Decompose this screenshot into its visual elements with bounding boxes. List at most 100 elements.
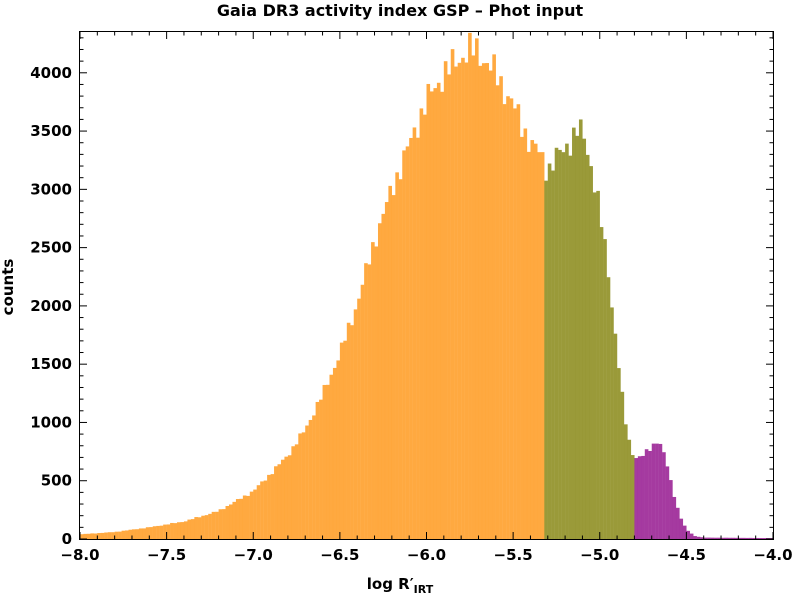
histogram-bar bbox=[377, 223, 382, 539]
histogram-bar bbox=[225, 506, 230, 539]
histogram-bar bbox=[436, 82, 441, 539]
histogram-bar bbox=[617, 368, 621, 539]
histogram-bar bbox=[301, 432, 306, 539]
histogram-bar bbox=[464, 62, 469, 539]
x-axis-label-sub: IRT bbox=[413, 583, 434, 596]
histogram-bar bbox=[284, 456, 289, 539]
histogram-bar bbox=[637, 456, 642, 539]
histogram-bar bbox=[461, 57, 465, 540]
histogram-bar bbox=[353, 309, 358, 539]
histogram-bar bbox=[575, 135, 580, 539]
histogram-bar bbox=[755, 537, 760, 539]
histogram-bar bbox=[128, 529, 133, 539]
histogram-bar bbox=[416, 137, 420, 539]
histogram-bar bbox=[287, 455, 292, 539]
histogram-bar bbox=[242, 495, 247, 539]
histogram-bar bbox=[700, 537, 704, 539]
histogram-bar bbox=[759, 538, 763, 539]
histogram-bar bbox=[138, 528, 143, 539]
histogram-bar bbox=[204, 515, 209, 539]
histogram-bar bbox=[731, 537, 736, 539]
y-tick-label: 4000 bbox=[30, 64, 72, 82]
histogram-bar bbox=[509, 98, 514, 540]
histogram-bar bbox=[391, 195, 396, 539]
histogram-bar bbox=[724, 537, 729, 539]
histogram-bar bbox=[551, 170, 555, 539]
y-tick-label: 1000 bbox=[30, 413, 72, 431]
histogram-bar bbox=[187, 519, 192, 539]
histogram-bar bbox=[516, 104, 521, 539]
histogram-bar bbox=[384, 202, 389, 540]
histogram-bar bbox=[246, 495, 250, 539]
histogram-bar bbox=[506, 96, 510, 539]
histogram-bar bbox=[277, 464, 282, 539]
histogram-bar bbox=[651, 443, 656, 539]
plot-frame bbox=[79, 31, 774, 540]
x-tick-label: −6.0 bbox=[407, 546, 446, 564]
histogram-bar bbox=[478, 65, 483, 539]
histogram-bar bbox=[495, 85, 500, 539]
x-tick-label: −5.5 bbox=[494, 546, 533, 564]
histogram-bar bbox=[280, 459, 285, 539]
histogram-bar bbox=[173, 523, 178, 539]
histogram-bar bbox=[111, 532, 115, 539]
histogram-bar bbox=[526, 151, 531, 539]
histogram-bar bbox=[492, 54, 496, 540]
histogram-bar bbox=[665, 466, 670, 539]
histogram-bar bbox=[748, 537, 753, 539]
y-axis-label: counts bbox=[0, 258, 17, 316]
axis-ticks bbox=[79, 32, 774, 540]
histogram-bar bbox=[339, 342, 344, 539]
histogram-bar bbox=[627, 439, 632, 539]
histogram-bar bbox=[409, 137, 413, 539]
histogram-bar bbox=[641, 455, 645, 539]
histogram-bar bbox=[520, 136, 524, 539]
histogram-bar bbox=[149, 527, 153, 539]
histogram-bar bbox=[423, 114, 427, 539]
x-tick-label: −5.0 bbox=[580, 546, 619, 564]
histogram-bar bbox=[561, 152, 566, 540]
histogram-bar bbox=[502, 104, 507, 540]
histogram-bar bbox=[398, 179, 403, 539]
histogram-bar bbox=[125, 530, 129, 539]
histogram-bar bbox=[585, 154, 590, 539]
y-tick-label: 2000 bbox=[30, 297, 72, 315]
histogram-bar bbox=[655, 443, 659, 539]
histogram-bar bbox=[159, 525, 164, 539]
x-tick-label: −7.0 bbox=[234, 546, 273, 564]
histogram-bar bbox=[669, 480, 673, 539]
histogram-bar bbox=[634, 458, 639, 539]
y-tick-label: 1500 bbox=[30, 355, 72, 373]
histogram-bar bbox=[707, 537, 711, 539]
histogram-bar bbox=[263, 480, 268, 539]
histogram-bar bbox=[229, 504, 233, 539]
histogram-bar bbox=[322, 384, 327, 539]
histogram-bar bbox=[388, 185, 392, 539]
histogram-bar bbox=[260, 481, 264, 539]
histogram-bar bbox=[682, 525, 687, 539]
histogram-bar bbox=[592, 192, 597, 539]
histogram-bar bbox=[658, 443, 663, 539]
histogram-bar bbox=[118, 531, 122, 539]
histogram-bar bbox=[100, 532, 105, 539]
histogram-bar bbox=[239, 498, 243, 539]
histogram-bar bbox=[644, 449, 649, 539]
histogram-bar bbox=[267, 474, 271, 539]
histogram-bar bbox=[374, 246, 379, 540]
histogram-bar bbox=[235, 499, 240, 539]
histogram-bar bbox=[86, 533, 91, 539]
x-axis-label-main: log R′ bbox=[366, 575, 414, 593]
histogram-bar bbox=[443, 61, 448, 539]
histogram-bar bbox=[97, 533, 101, 539]
histogram-bar bbox=[298, 433, 302, 539]
histogram-bar bbox=[727, 537, 732, 539]
histogram-bar bbox=[599, 227, 604, 539]
histogram-bar bbox=[603, 239, 607, 539]
histogram-bar bbox=[530, 140, 535, 540]
histogram-bar bbox=[624, 424, 628, 539]
histogram-bar bbox=[80, 534, 84, 539]
histogram-bar bbox=[156, 525, 160, 539]
histogram-bar bbox=[145, 527, 150, 539]
histogram-bar bbox=[544, 180, 548, 539]
histogram-bar bbox=[475, 38, 479, 540]
